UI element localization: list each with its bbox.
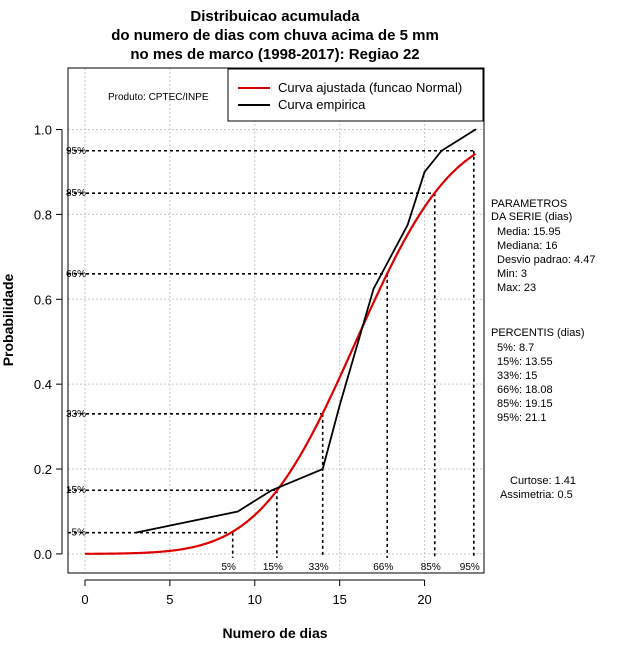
guide-label-x: 66% (373, 562, 393, 573)
side-panel: PARAMETROS DA SERIE (dias) Media: 15.95 … (491, 198, 595, 501)
guide-label-x: 85% (421, 562, 441, 573)
x-tick-label: 5 (166, 592, 173, 607)
legend: Curva ajustada (funcao Normal) Curva emp… (227, 68, 484, 122)
empirical-point (440, 149, 443, 152)
empirical-point (423, 171, 426, 173)
x-tick-label: 10 (248, 592, 262, 607)
empirical-point (270, 489, 273, 492)
param-mediana: Mediana: 16 (497, 240, 558, 252)
grid-lines (68, 68, 484, 573)
percentil-15: 15%: 13.55 (497, 356, 553, 368)
guide-label-y: 85% (66, 188, 86, 199)
guide-label-y: 15% (66, 485, 86, 496)
plot-area (67, 67, 485, 574)
y-axis-title: Probabilidade (0, 274, 16, 367)
empirical-point (321, 468, 324, 470)
percentile-guides: 5% 5% 15% 15% 33% 33% 66% 66% 85% 85% 95% 95% (66, 146, 480, 573)
guide-label-x: 5% (221, 562, 236, 573)
param-media: Media: 15.95 (497, 226, 561, 238)
legend-box (227, 68, 484, 122)
percentil-66: 66%: 18.08 (497, 384, 553, 396)
guide-label-y: 95% (66, 146, 86, 157)
y-tick-label: 0.2 (34, 462, 52, 477)
params-header-2: DA SERIE (dias) (491, 211, 572, 223)
guide-label-y: 33% (66, 409, 86, 420)
guide-label-x: 95% (460, 562, 480, 573)
percentil-95: 95%: 21.1 (497, 412, 547, 424)
x-tick-label: 20 (417, 592, 431, 607)
guide-label-x: 33% (309, 562, 329, 573)
percentis-header: PERCENTIS (dias) (491, 327, 585, 339)
x-tick-label: 15 (332, 592, 346, 607)
y-tick-label: 0.6 (34, 292, 52, 307)
empirical-point (135, 531, 137, 534)
empirical-point (372, 287, 375, 290)
guide-label-x: 15% (263, 562, 283, 573)
param-max: Max: 23 (497, 282, 536, 294)
empirical-point (236, 510, 239, 513)
y-tick-label: 0.4 (34, 377, 52, 392)
assimetria: Assimetria: 0.5 (500, 489, 573, 501)
curtose: Curtose: 1.41 (510, 475, 576, 487)
empirical-point (474, 128, 477, 131)
y-tick-label: 0.8 (34, 207, 52, 222)
empirical-point (406, 224, 409, 226)
producer-label: Produto: CPTEC/INPE (108, 92, 209, 103)
title-line-2: do numero de dias com chuva acima de 5 m… (111, 27, 439, 44)
empirical-curve (135, 128, 476, 534)
percentil-5: 5%: 8.7 (497, 342, 534, 354)
x-axis-title: Numero de dias (222, 625, 327, 641)
guide-label-y: 66% (66, 269, 86, 280)
title-line-3: no mes de marco (1998-2017): Regiao 22 (130, 46, 419, 63)
x-tick-label: 0 (81, 592, 88, 607)
axes: 0 5 10 15 20 0.0 0.2 0.4 0.6 0.8 1.0 (34, 123, 432, 607)
param-min: Min: 3 (497, 268, 527, 280)
param-desvio: Desvio padrao: 4.47 (497, 254, 595, 266)
chart-title: Distribuicao acumulada do numero de dias… (111, 8, 439, 63)
y-tick-label: 0.0 (34, 547, 52, 562)
y-tick-label: 1.0 (34, 123, 52, 138)
title-line-1: Distribuicao acumulada (190, 8, 360, 25)
percentil-85: 85%: 19.15 (497, 398, 553, 410)
series (84, 128, 477, 555)
percentil-33: 33%: 15 (497, 370, 537, 382)
guide-label-y: 5% (72, 528, 87, 539)
params-header-1: PARAMETROS (491, 198, 567, 210)
fitted-normal-curve (84, 152, 477, 555)
empirical-point (338, 404, 341, 407)
legend-label-fitted: Curva ajustada (funcao Normal) (278, 80, 462, 95)
legend-label-empirical: Curva empirica (278, 97, 366, 112)
